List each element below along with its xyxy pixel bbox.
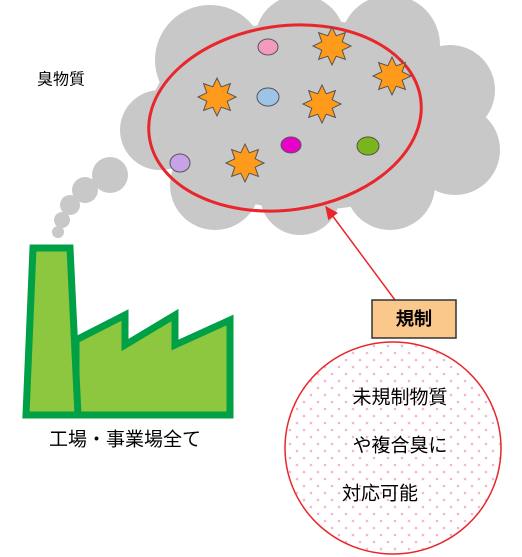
star-molecule: [373, 57, 411, 95]
regulation-label: 規制: [396, 309, 432, 330]
star-molecule: [303, 85, 341, 123]
diagram: 臭物質 工場・事業場全て 規制 未規制物質 や複合臭に 対応可能: [0, 0, 522, 557]
partial-label: 臭物質: [37, 70, 85, 89]
smoke-cloud: [52, 0, 500, 238]
star-molecule: [313, 27, 351, 65]
factory-label: 工場・事業場全て: [49, 429, 201, 451]
star-molecule: [198, 78, 236, 116]
bubble-line: 未規制物質: [352, 387, 447, 409]
star-molecule: [226, 144, 264, 182]
bubble-line: 対応可能: [342, 483, 418, 505]
bubble-line: や複合臭に: [352, 435, 447, 457]
factory: [26, 248, 230, 415]
